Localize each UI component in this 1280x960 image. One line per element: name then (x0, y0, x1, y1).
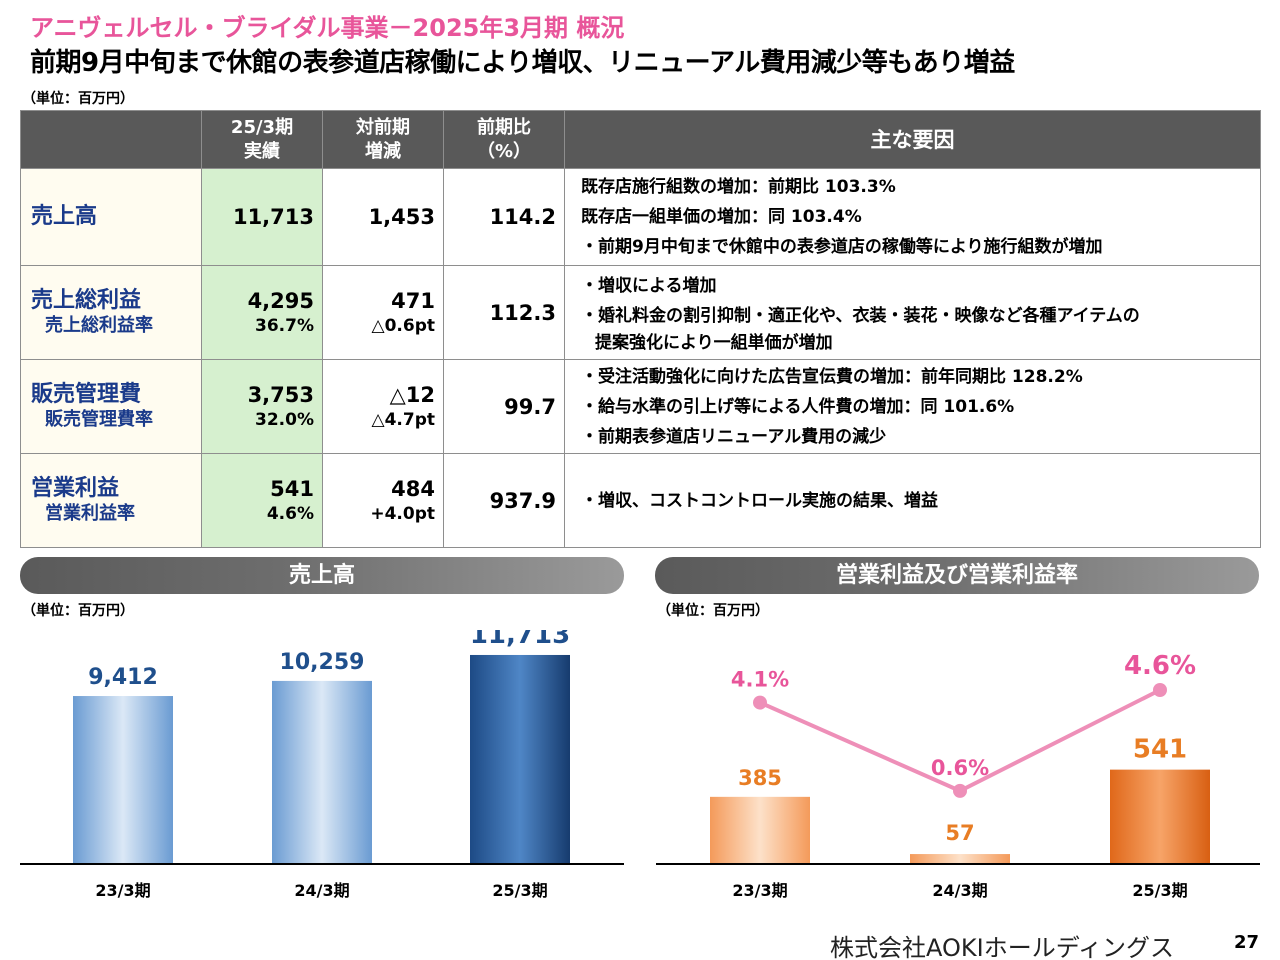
section-subtitle: アニヴェルセル・ブライダル事業－2025年3月期 概況 (30, 14, 625, 42)
op-profit-value-label: 541 (1133, 735, 1187, 765)
sales-category-label: 24/3期 (294, 881, 349, 900)
sales-value-label: 11,713 (470, 630, 570, 650)
op-profit-bar (1110, 769, 1210, 864)
op-margin-label: 4.1% (731, 668, 789, 692)
summary-table: 25/3期 実績 対前期 増減 前期比 （%） 主な要因 売上高 11,713 1,4… (20, 110, 1261, 548)
factors-cell: ・受注活動強化に向けた広告宣伝費の増加：前年同期比 128.2% ・給与水準の引… (564, 359, 1261, 454)
row-label: 営業利益 営業利益率 (20, 453, 202, 548)
factor-line: ・前期9月中旬まで休館中の表参道店の稼働等により施行組数が増加 (581, 237, 1103, 257)
factor-line: ・前期表参道店リニューアル費用の減少 (581, 426, 887, 447)
sales-value-label: 10,259 (280, 650, 365, 675)
factor-line: 提案強化により一組単価が増加 (595, 332, 833, 353)
factors-cell: ・増収による増加 ・婚礼料金の割引抑制・適正化や、衣装・装花・映像など各種アイテ… (564, 265, 1261, 360)
row-label: 販売管理費 販売管理費率 (20, 359, 202, 454)
factor-line: ・増収による増加 (581, 275, 717, 296)
table-row-sales: 売上高 11,713 1,453 114.2 既存店施行組数の増加：前期比 10… (20, 168, 1261, 266)
sales-bar (73, 696, 173, 864)
table-unit-label: （単位：百万円） (22, 91, 134, 107)
op-margin-label: 0.6% (931, 756, 989, 780)
actual-cell: 3,753 32.0% (201, 359, 323, 454)
actual-cell: 4,295 36.7% (201, 265, 323, 360)
diff-cell: 484 +4.0pt (322, 453, 444, 548)
company-logo-text: 株式会社AOKIホールディングス (830, 934, 1175, 960)
factors-cell: ・増収、コストコントロール実施の結果、増益 (564, 453, 1261, 548)
sales-chart-unit: （単位：百万円） (22, 603, 134, 619)
factor-line: ・受注活動強化に向けた広告宣伝費の増加：前年同期比 128.2% (581, 366, 1083, 387)
factor-line: ・増収、コストコントロール実施の結果、増益 (581, 490, 938, 511)
row-label: 売上総利益 売上総利益率 (20, 265, 202, 360)
op-margin-label: 4.6% (1124, 651, 1196, 681)
table-row-operating-profit: 営業利益 営業利益率 541 4.6% 484 +4.0pt 937.9 ・増収、コス… (20, 453, 1261, 548)
op-category-label: 25/3期 (1132, 881, 1187, 900)
actual-cell: 11,713 (201, 168, 323, 266)
op-margin-point (753, 695, 767, 710)
ratio-cell: 114.2 (443, 168, 565, 266)
factor-line: ・給与水準の引上げ等による人件費の増加：同 101.6% (581, 396, 1015, 417)
actual-cell: 541 4.6% (201, 453, 323, 548)
factors-cell: 既存店施行組数の増加：前期比 103.3% 既存店一組単価の増加：同 103.4… (564, 168, 1261, 266)
op-profit-value-label: 57 (945, 821, 974, 845)
table-header-row: 25/3期 実績 対前期 増減 前期比 （%） 主な要因 (20, 110, 1261, 169)
page-number: 27 (1234, 932, 1260, 953)
factor-line: ・婚礼料金の割引抑制・適正化や、衣装・装花・映像など各種アイテムの (581, 305, 1140, 326)
op-profit-combo-chart: 385 23/3期 57 24/3期 541 25/3期 4.1% 0.6% 4.6% (656, 651, 1260, 900)
factor-line: 既存店一組単価の増加：同 103.4% (581, 207, 862, 227)
sales-bar-chart: 9,412 23/3期 10,259 24/3期 11,713 25/3期 (20, 630, 624, 900)
ratio-cell: 112.3 (443, 265, 565, 360)
table-row-sga: 販売管理費 販売管理費率 3,753 32.0% △12 △4.7pt 99.7 ・受… (20, 359, 1261, 454)
op-profit-value-label: 385 (738, 766, 782, 790)
sales-chart-banner: 売上高 (20, 557, 624, 594)
sales-value-label: 9,412 (88, 665, 158, 690)
header-ratio: 前期比 （%） (443, 110, 565, 169)
diff-cell: 1,453 (322, 168, 444, 266)
op-profit-bar (710, 796, 810, 864)
factor-line: 既存店施行組数の増加：前期比 103.3% (581, 177, 896, 197)
op-margin-point (953, 783, 967, 798)
ratio-cell: 937.9 (443, 453, 565, 548)
table-row-gross-profit: 売上総利益 売上総利益率 4,295 36.7% 471 △0.6pt 112.3 ・… (20, 265, 1261, 360)
sales-category-label: 23/3期 (95, 881, 150, 900)
op-profit-chart-banner: 営業利益及び営業利益率 (655, 557, 1259, 594)
page-headline: 前期9月中旬まで休館の表参道店稼働により増収、リニューアル費用減少等もあり増益 (30, 48, 1015, 78)
header-factors: 主な要因 (564, 110, 1261, 169)
op-chart-unit: （単位：百万円） (657, 603, 769, 619)
ratio-cell: 99.7 (443, 359, 565, 454)
header-actual: 25/3期 実績 (201, 110, 323, 169)
header-blank (20, 110, 202, 169)
diff-cell: 471 △0.6pt (322, 265, 444, 360)
sales-category-label: 25/3期 (492, 881, 547, 900)
op-profit-bar (910, 854, 1010, 864)
sales-bar (470, 654, 570, 864)
op-margin-point (1153, 683, 1167, 697)
op-category-label: 23/3期 (732, 881, 787, 900)
op-category-label: 24/3期 (932, 881, 987, 900)
header-diff: 対前期 増減 (322, 110, 444, 169)
sales-bar (272, 680, 372, 864)
row-label: 売上高 (20, 168, 202, 266)
diff-cell: △12 △4.7pt (322, 359, 444, 454)
